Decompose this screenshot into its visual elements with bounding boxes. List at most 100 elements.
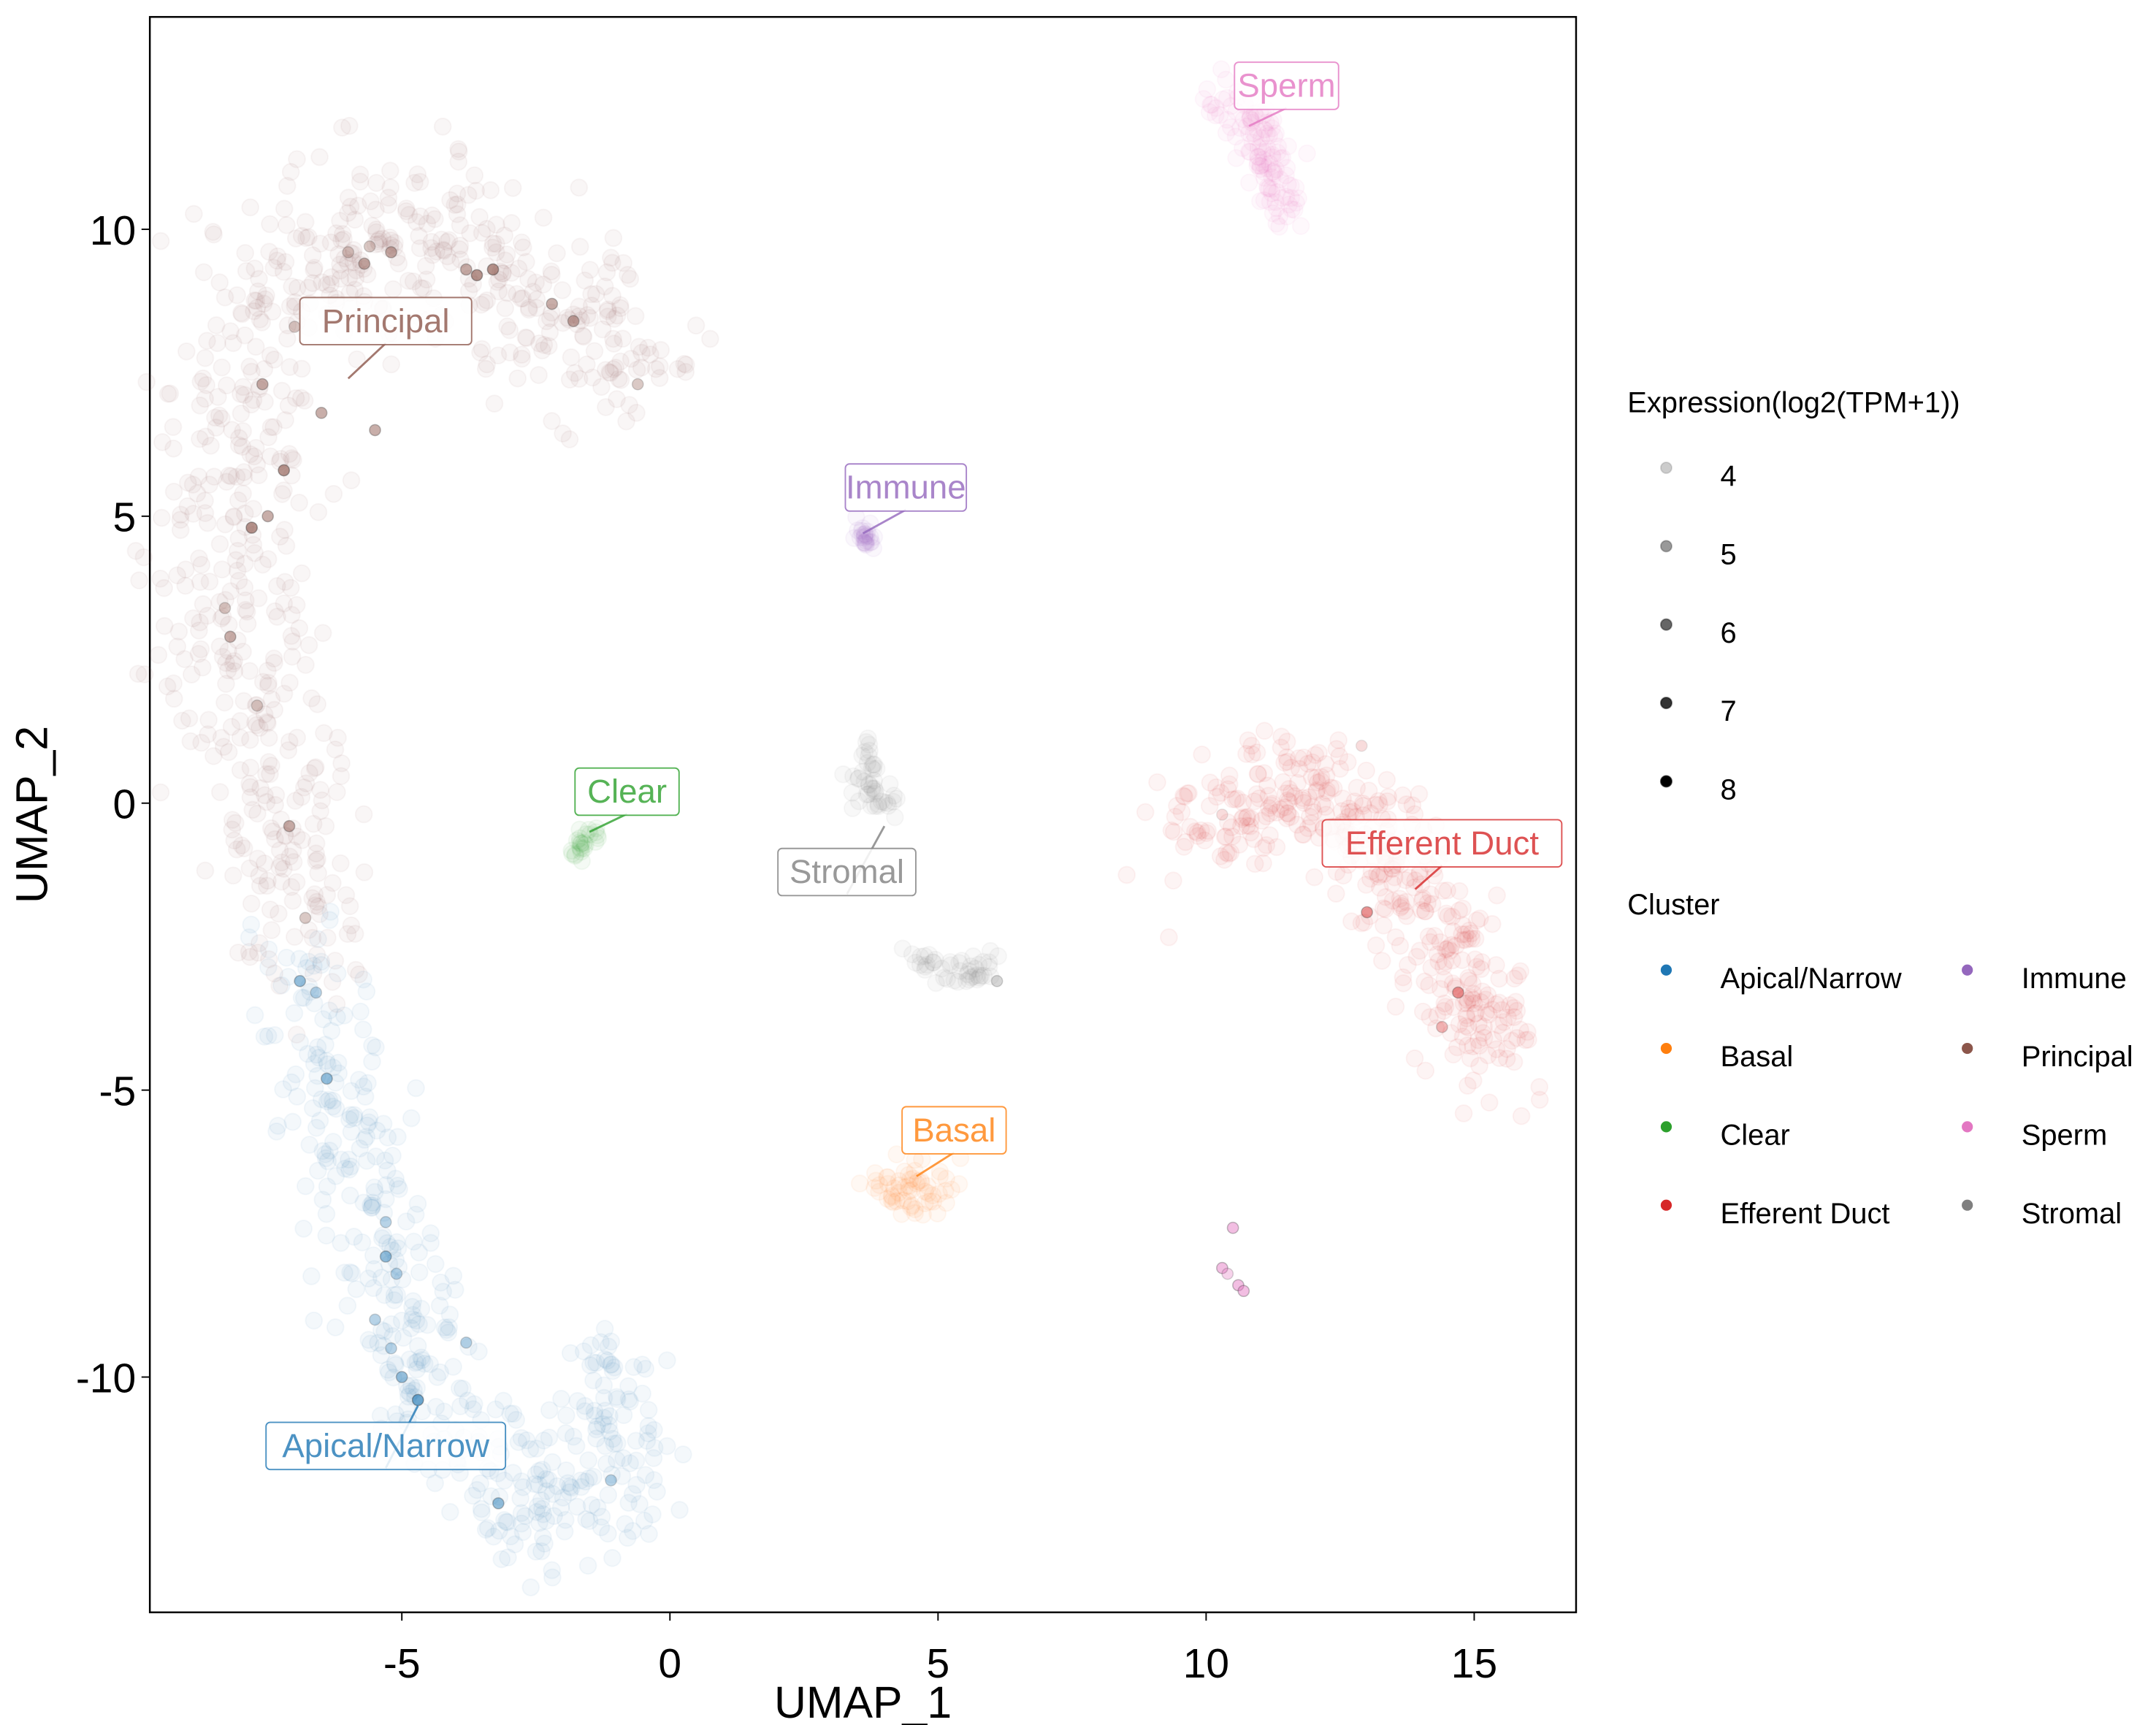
expressing-cell-point <box>1436 1020 1448 1033</box>
cell-point <box>890 1171 909 1190</box>
expressing-cell-point <box>1221 1267 1234 1280</box>
cell-point <box>263 302 282 321</box>
cell-point <box>369 232 387 250</box>
cell-point <box>588 1498 607 1517</box>
cell-point <box>1436 998 1455 1016</box>
cell-point <box>527 1542 546 1561</box>
cell-point <box>560 1483 579 1502</box>
cell-point <box>1410 784 1429 803</box>
cell-point <box>400 1350 419 1369</box>
cell-point <box>1255 191 1274 210</box>
cell-point <box>265 1026 284 1044</box>
cell-point <box>427 242 446 261</box>
cell-point <box>657 1437 676 1456</box>
cluster-label-box <box>1321 819 1563 868</box>
cell-point <box>540 1428 559 1447</box>
cell-point <box>307 844 326 863</box>
cell-point <box>562 1478 581 1497</box>
cell-point <box>587 1353 606 1372</box>
cell-point <box>223 334 242 353</box>
cell-point <box>927 974 945 992</box>
cell-point <box>253 673 272 692</box>
cell-point <box>324 873 342 892</box>
cell-point <box>317 1204 336 1223</box>
cell-point <box>865 771 883 790</box>
cell-point <box>305 759 324 778</box>
cell-point <box>344 240 363 259</box>
cell-point <box>370 230 389 249</box>
cell-point <box>1460 921 1479 940</box>
cell-point <box>217 675 235 693</box>
cell-point <box>338 925 357 944</box>
cell-point <box>359 1113 378 1132</box>
label-leader-line <box>1414 865 1443 890</box>
cell-point <box>1462 924 1480 943</box>
cell-point <box>272 381 291 400</box>
cell-point <box>1370 795 1389 814</box>
cell-point <box>1394 968 1413 987</box>
cluster-legend-key <box>1660 964 1673 976</box>
cell-point <box>920 1193 939 1211</box>
cell-point <box>543 1568 562 1587</box>
cell-point <box>259 753 278 771</box>
cell-point <box>229 944 248 962</box>
cell-point <box>217 473 236 492</box>
cell-point <box>1426 1019 1445 1038</box>
cell-point <box>298 1044 317 1063</box>
cell-point <box>1307 768 1326 787</box>
cell-point <box>1282 784 1301 803</box>
cell-point <box>259 676 278 695</box>
cell-point <box>1304 803 1323 822</box>
cell-point <box>572 842 591 861</box>
cell-point <box>340 1150 358 1169</box>
cell-point <box>964 967 983 986</box>
cell-point <box>299 278 318 297</box>
cell-point <box>903 1169 922 1188</box>
cell-point <box>345 1106 364 1125</box>
cell-point <box>503 179 522 197</box>
cell-point <box>309 1161 327 1180</box>
cluster-label: Sperm <box>1234 61 1339 127</box>
cell-point <box>497 1512 516 1531</box>
cell-point <box>339 188 358 207</box>
cell-point <box>1353 797 1372 815</box>
cell-point <box>397 1376 416 1395</box>
cell-point <box>1375 916 1393 935</box>
cell-point <box>527 1439 546 1458</box>
cell-point <box>210 592 229 611</box>
cell-point <box>584 1467 603 1486</box>
cell-point <box>351 165 370 184</box>
cell-point <box>1267 838 1286 857</box>
cell-point <box>126 542 145 560</box>
cell-point <box>1212 784 1230 803</box>
cell-point <box>408 1194 427 1213</box>
cell-point <box>894 1191 912 1210</box>
cell-point <box>890 1176 909 1195</box>
cell-point <box>248 716 266 735</box>
cell-point <box>264 649 283 668</box>
cell-point <box>618 1529 637 1548</box>
cell-point <box>1266 193 1285 212</box>
cell-point <box>1178 784 1197 803</box>
cell-point <box>318 928 337 947</box>
cell-point <box>465 1395 483 1414</box>
cell-point <box>1278 804 1297 822</box>
cell-point <box>1211 847 1230 865</box>
cell-point <box>512 1428 531 1447</box>
cell-point <box>490 1521 508 1540</box>
cell-point <box>1386 998 1405 1016</box>
cell-point <box>911 947 930 966</box>
cell-point <box>1361 907 1379 925</box>
cell-point <box>535 1431 553 1450</box>
cell-point <box>936 1182 955 1201</box>
cluster-legend-key <box>1660 1121 1673 1133</box>
cell-point <box>321 903 340 921</box>
cell-point <box>274 1080 292 1098</box>
cell-point <box>435 1402 454 1421</box>
cell-point <box>483 234 502 253</box>
cell-point <box>341 244 360 262</box>
cell-point <box>448 184 467 203</box>
cell-point <box>378 1361 397 1379</box>
cell-point <box>158 677 177 696</box>
cell-point <box>241 198 260 217</box>
